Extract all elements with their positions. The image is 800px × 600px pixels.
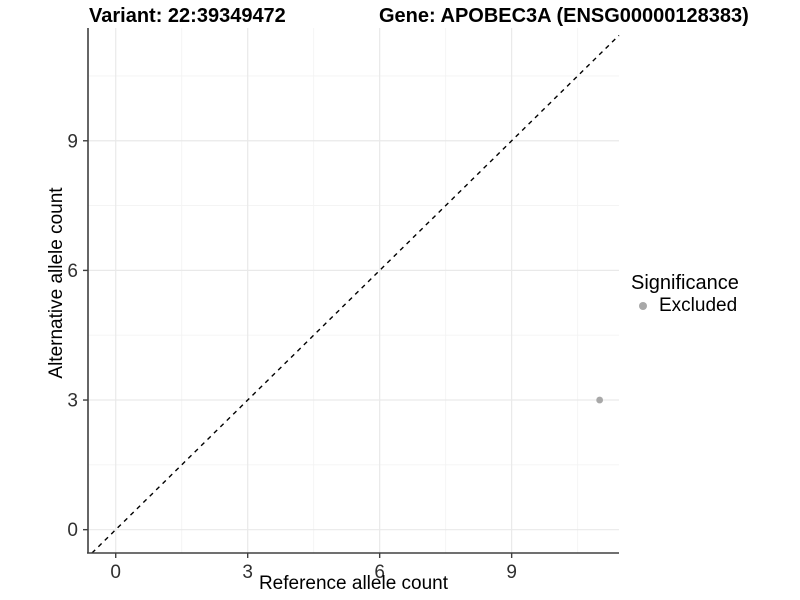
x-tick-label: 6	[374, 562, 385, 583]
y-tick-label: 3	[67, 391, 78, 412]
excluded-point-icon	[639, 302, 647, 310]
gene-title: Gene: APOBEC3A (ENSG00000128383)	[379, 5, 749, 27]
legend-title: Significance	[631, 272, 739, 294]
x-tick-label: 3	[242, 562, 253, 583]
x-axis-title: Reference allele count	[258, 573, 449, 594]
y-tick-label: 0	[67, 520, 78, 541]
y-axis-title: Alternative allele count	[46, 187, 67, 379]
y-tick-label: 9	[67, 131, 78, 152]
legend: Significance Excluded	[631, 272, 739, 316]
identity-line	[91, 34, 620, 554]
y-tick-label: 6	[67, 261, 78, 282]
x-tick-label: 0	[110, 562, 121, 583]
legend-item-excluded: Excluded	[631, 295, 739, 316]
variant-title: Variant: 22:39349472	[89, 5, 286, 27]
data-point	[596, 396, 604, 404]
x-tick-label: 9	[506, 562, 517, 583]
legend-item-label: Excluded	[659, 295, 738, 316]
